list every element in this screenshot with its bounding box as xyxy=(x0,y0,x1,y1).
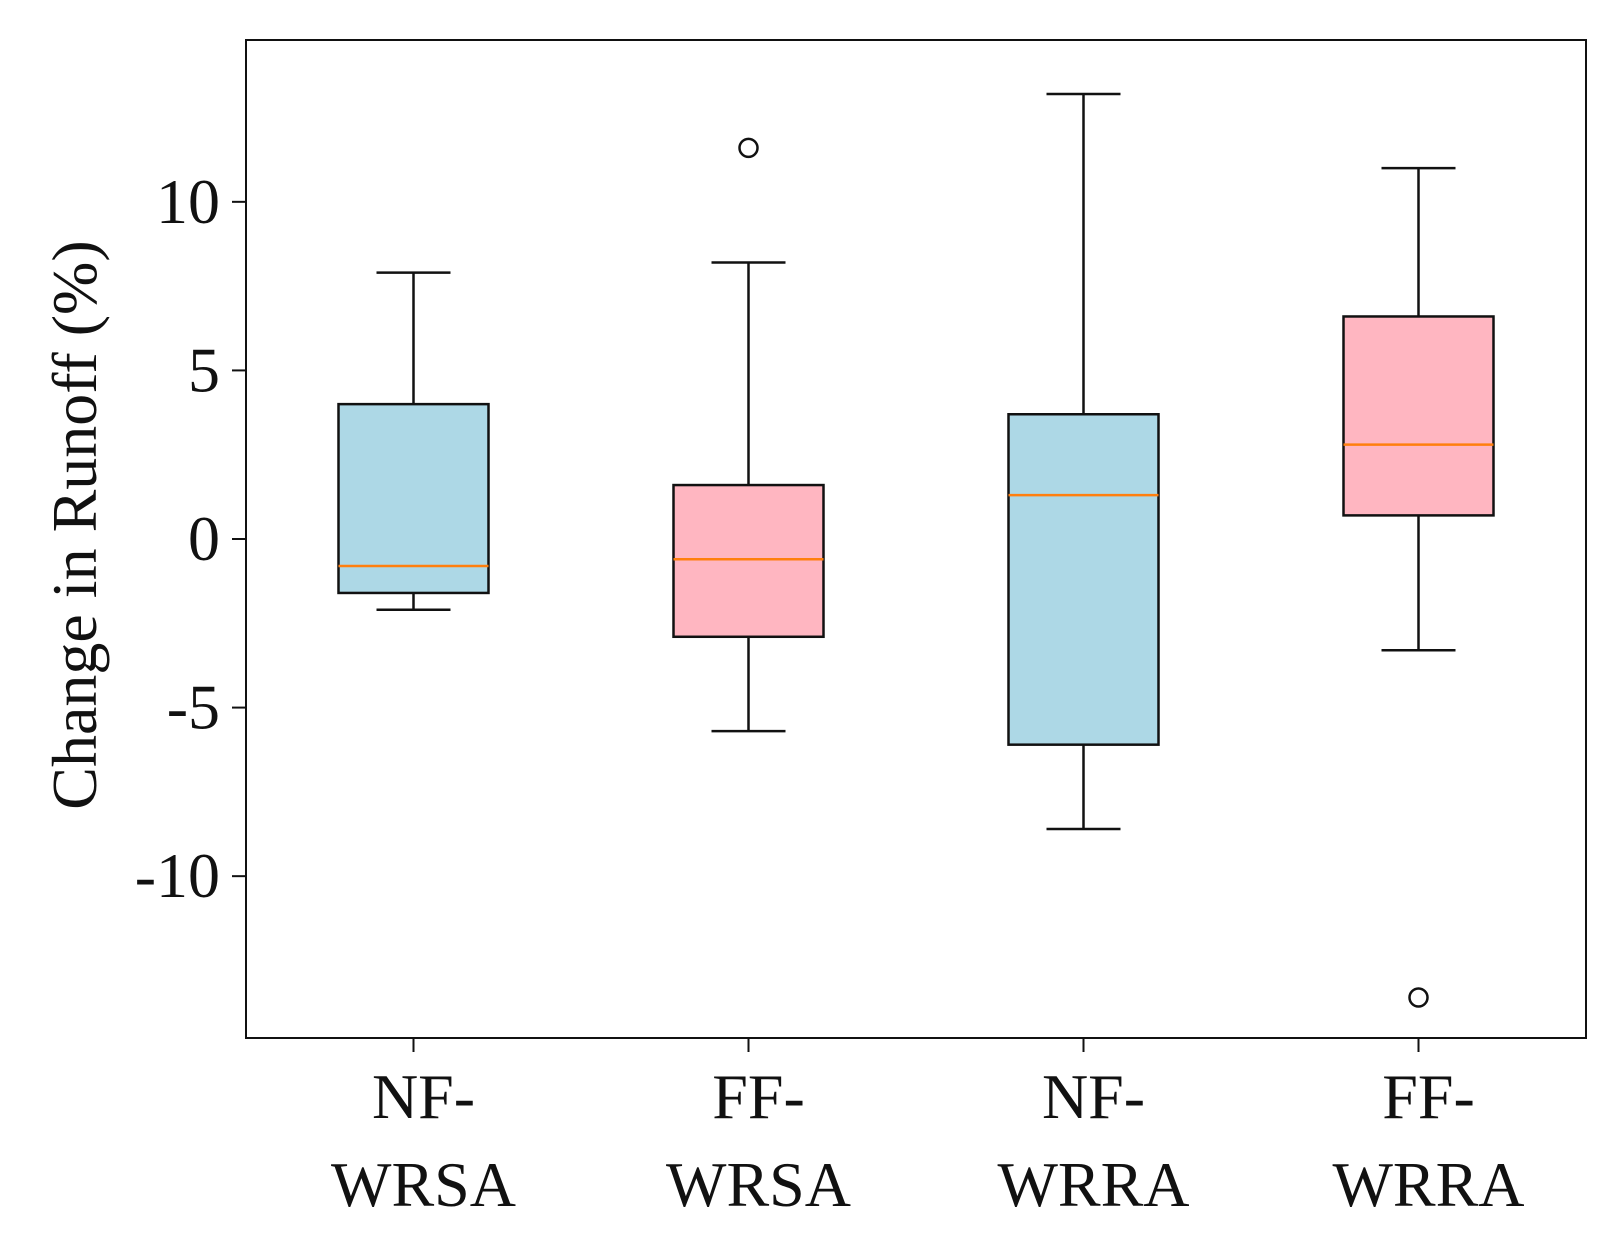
x-tick-label-line1: FF- xyxy=(712,1061,805,1132)
y-tick-label: 10 xyxy=(156,166,220,237)
y-axis-title: Change in Runoff (%) xyxy=(39,240,110,809)
box-iqr xyxy=(337,402,490,595)
x-tick-label-line1: NF- xyxy=(1042,1061,1145,1132)
y-tick-label: -10 xyxy=(135,840,220,911)
box-iqr xyxy=(1007,413,1160,746)
y-tick-label: 0 xyxy=(188,503,220,574)
x-tick-label-line2: WRRA xyxy=(1333,1149,1525,1220)
plot-frame xyxy=(245,39,1587,1039)
box-iqr xyxy=(1342,315,1495,517)
box-iqr xyxy=(672,483,825,639)
x-tick-label-line1: FF- xyxy=(1382,1061,1475,1132)
x-tick-label-line2: WRRA xyxy=(998,1149,1190,1220)
y-tick-label: -5 xyxy=(167,672,220,743)
y-tick-label: 5 xyxy=(188,334,220,405)
outlier-point xyxy=(738,137,759,159)
outlier-point xyxy=(1408,987,1429,1008)
x-tick-label-line2: WRSA xyxy=(331,1149,516,1220)
x-tick-label-line2: WRSA xyxy=(666,1149,851,1220)
x-tick-label-line1: NF- xyxy=(372,1061,475,1132)
